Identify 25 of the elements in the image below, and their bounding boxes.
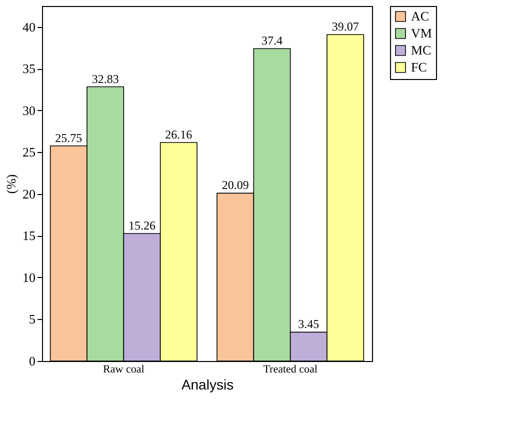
y-axis-title: (%)	[4, 174, 18, 194]
x-axis-title: Analysis	[181, 376, 234, 392]
y-tick-label: 15	[22, 228, 36, 244]
legend-label: AC	[411, 8, 430, 24]
legend-label: FC	[411, 60, 427, 74]
x-tick-label: Raw coal	[103, 364, 144, 376]
x-tick-label: Treated coal	[263, 364, 318, 376]
legend-label: MC	[411, 42, 432, 58]
y-tick-label: 20	[22, 186, 36, 202]
data-label: 26.16	[165, 127, 192, 142]
y-tick-label: 10	[22, 270, 36, 285]
y-tick-label: 25	[22, 144, 36, 160]
y-tick-label: 30	[22, 102, 36, 118]
y-tick-label: 5	[29, 312, 36, 327]
data-label: 39.07	[332, 20, 359, 34]
data-label: 3.45	[298, 317, 320, 332]
data-label: 20.09	[222, 178, 249, 192]
data-label: 32.83	[92, 72, 119, 86]
legend-label: VM	[411, 26, 432, 40]
y-tick-label: 0	[29, 354, 36, 368]
data-label: 15.26	[128, 218, 156, 233]
data-label: 37.4	[262, 34, 282, 48]
y-tick-label: 40	[22, 19, 36, 34]
y-tick-label: 35	[22, 61, 36, 76]
data-label: 25.75	[55, 130, 82, 145]
